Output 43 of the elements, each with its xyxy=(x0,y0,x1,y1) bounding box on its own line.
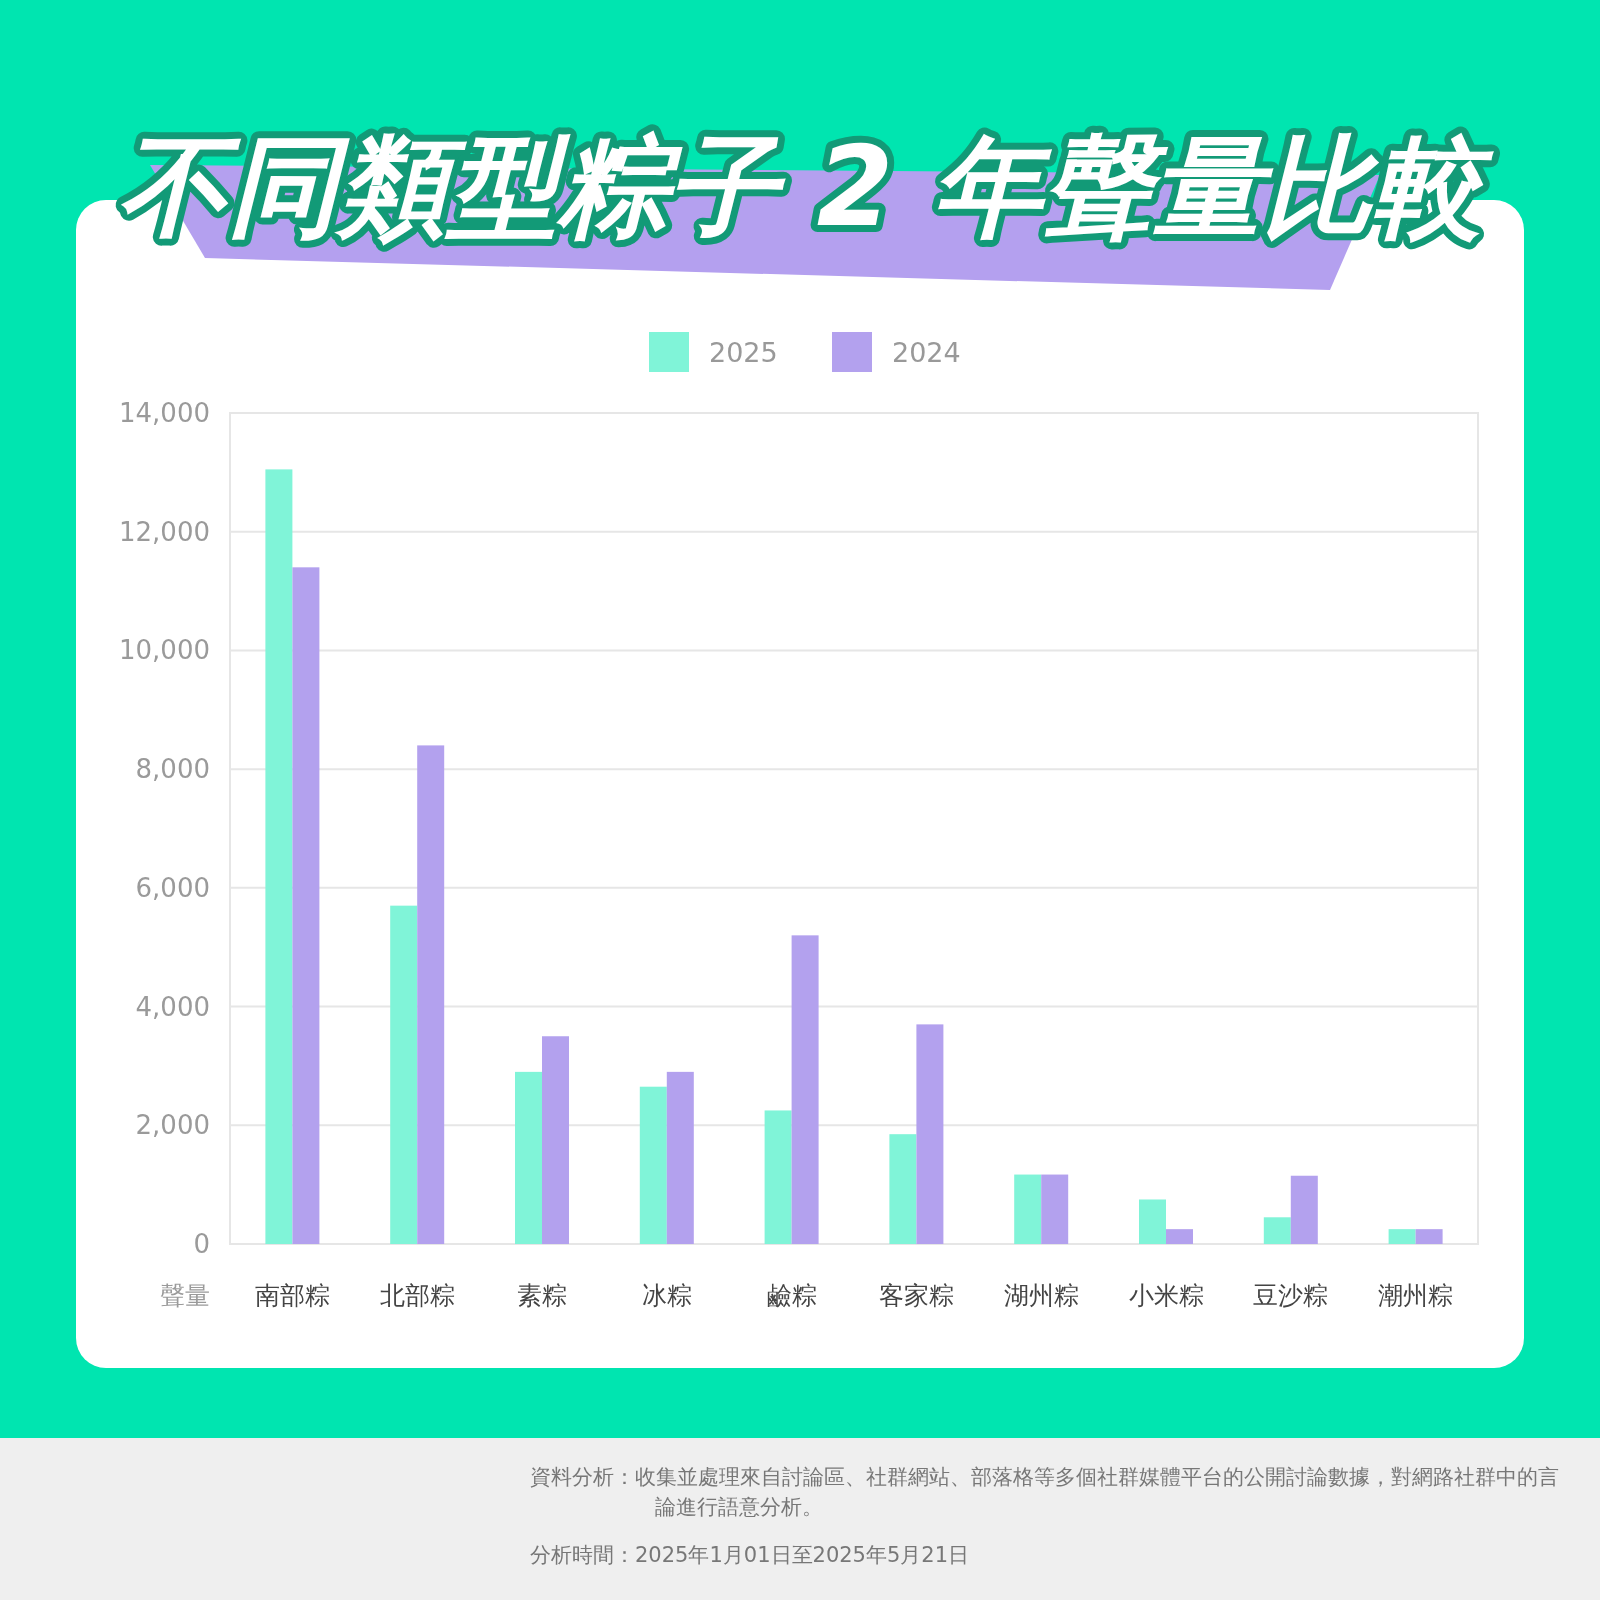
bar xyxy=(1166,1229,1193,1244)
legend-label: 2024 xyxy=(892,337,961,368)
y-tick-label: 12,000 xyxy=(119,516,210,547)
bar xyxy=(666,1071,694,1244)
text: 資料分析：收集並處理來自討論區、社群網站、部落格等多個社群媒體平台的公開討論數據，對網路社群中的言論進行語意分析。 xyxy=(530,1464,1560,1521)
y-tick-label: 0 xyxy=(193,1229,210,1259)
y-tick-label: 14,000 xyxy=(119,398,210,428)
x-tick-label: 潮州粽 xyxy=(1378,1281,1454,1310)
x-tick-label: 南部粽 xyxy=(254,1281,330,1310)
bar xyxy=(1388,1229,1416,1244)
bar xyxy=(292,567,320,1244)
x-tick-label: 冰粽 xyxy=(641,1281,692,1310)
bar xyxy=(265,469,293,1244)
text: 分析時間：2025年1月01日至2025年5月21日 xyxy=(530,1542,971,1569)
bar xyxy=(639,1086,667,1244)
x-tick-label: 湖州粽 xyxy=(1003,1281,1079,1310)
bar xyxy=(1139,1199,1166,1244)
bar xyxy=(390,905,418,1244)
x-tick-label: 豆沙粽 xyxy=(1253,1281,1329,1310)
bar xyxy=(1290,1175,1318,1244)
legend-label: 2025 xyxy=(709,337,778,368)
bar xyxy=(916,1024,944,1244)
bar xyxy=(417,745,445,1244)
bar xyxy=(1415,1229,1443,1244)
bar xyxy=(1041,1174,1069,1244)
bar xyxy=(889,1134,917,1244)
y-axis-title: 聲量 xyxy=(160,1281,210,1310)
y-tick-label: 10,000 xyxy=(119,635,210,666)
x-tick-label: 北部粽 xyxy=(379,1281,455,1310)
x-tick-label: 小米粽 xyxy=(1128,1281,1204,1310)
bar xyxy=(791,935,819,1244)
y-tick-label: 8,000 xyxy=(135,754,210,785)
bar xyxy=(764,1110,792,1244)
x-tick-label: 客家粽 xyxy=(878,1281,954,1310)
bar xyxy=(542,1036,569,1244)
bar xyxy=(515,1071,542,1244)
bar xyxy=(1014,1174,1042,1244)
x-tick-label: 素粽 xyxy=(517,1281,567,1310)
y-tick-label: 6,000 xyxy=(135,872,210,903)
y-tick-label: 4,000 xyxy=(135,991,210,1022)
y-tick-label: 2,000 xyxy=(135,1110,210,1141)
bar xyxy=(1263,1217,1291,1244)
x-tick-label: 鹼粽 xyxy=(766,1281,817,1310)
